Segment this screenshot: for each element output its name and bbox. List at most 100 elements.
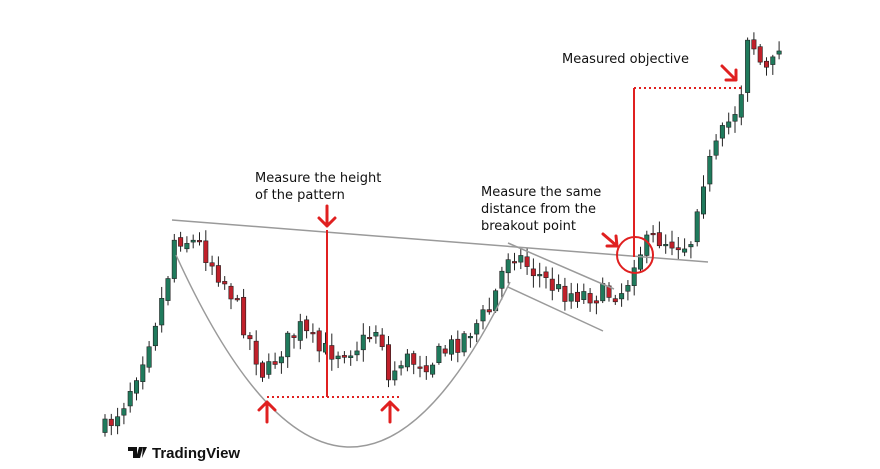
candles: [102, 32, 782, 437]
candle: [127, 391, 133, 407]
candle: [398, 365, 404, 369]
candle: [228, 285, 234, 300]
candle: [335, 355, 341, 360]
candle: [511, 261, 517, 264]
arrow: [720, 64, 738, 82]
candle: [682, 248, 688, 253]
candle: [707, 156, 713, 185]
candle: [505, 259, 511, 274]
candle: [165, 278, 171, 301]
candle: [102, 418, 108, 433]
candle: [675, 247, 681, 251]
candle: [644, 234, 650, 256]
candle: [190, 239, 196, 243]
candle: [669, 241, 675, 249]
annotation: of the pattern: [255, 188, 345, 203]
candle: [360, 334, 366, 351]
candle: [152, 325, 158, 347]
candle: [562, 285, 568, 302]
candle: [776, 50, 782, 55]
logo-text: TradingView: [152, 445, 240, 462]
candle: [285, 332, 291, 358]
logo-icon: [128, 447, 147, 458]
overlays: [171, 64, 742, 448]
candle: [209, 262, 215, 267]
candle: [253, 340, 259, 365]
candle: [184, 243, 190, 250]
candle: [600, 283, 606, 302]
candle: [732, 114, 738, 122]
candle: [304, 319, 310, 332]
candle: [341, 355, 347, 358]
candle: [197, 240, 203, 243]
candle: [423, 365, 429, 373]
candle: [637, 254, 643, 270]
candle: [354, 350, 360, 356]
candle: [247, 335, 253, 340]
annotation: breakout point: [481, 219, 576, 234]
candle: [234, 298, 240, 301]
annotation: Measure the height: [255, 171, 381, 186]
arrow: [257, 400, 277, 424]
candle: [404, 353, 410, 368]
candle: [480, 309, 486, 322]
candle: [556, 284, 562, 290]
candle: [134, 380, 140, 394]
cup-curve: [175, 254, 511, 448]
candle: [656, 232, 662, 247]
candle: [543, 271, 549, 278]
candle: [411, 353, 417, 365]
candle: [524, 256, 530, 267]
candle: [367, 337, 373, 340]
candle: [606, 285, 612, 298]
candle: [203, 240, 209, 263]
candle: [310, 332, 316, 335]
flag-line: [507, 286, 604, 332]
candle: [329, 345, 335, 360]
candle: [587, 293, 593, 304]
candle: [121, 408, 127, 416]
candle: [171, 239, 177, 279]
candle: [650, 233, 656, 236]
candle: [474, 323, 480, 335]
candle: [272, 361, 278, 365]
candle: [700, 186, 706, 215]
candle: [373, 331, 379, 337]
candle: [663, 244, 669, 247]
candle: [385, 344, 391, 381]
candle: [619, 293, 625, 300]
candle: [222, 281, 228, 285]
candle: [549, 278, 555, 291]
candle: [455, 338, 461, 353]
candle: [316, 330, 322, 352]
arrow: [317, 204, 337, 228]
candle: [738, 94, 744, 118]
candle: [436, 345, 442, 363]
candle: [291, 335, 297, 338]
candle: [392, 370, 398, 381]
candle: [297, 321, 303, 341]
arrow: [601, 232, 619, 248]
candle: [461, 333, 467, 353]
candle: [442, 348, 448, 354]
arrows: [257, 64, 738, 424]
candle: [530, 268, 536, 277]
candle: [631, 267, 637, 286]
candle: [348, 355, 354, 358]
candle: [726, 121, 732, 128]
candle: [763, 60, 769, 68]
candle: [215, 265, 221, 283]
candle: [159, 298, 165, 326]
candle: [108, 418, 114, 426]
candle: [770, 56, 776, 65]
candle: [241, 296, 247, 336]
candle: [694, 211, 700, 243]
candle: [259, 362, 265, 378]
candle: [757, 46, 763, 63]
arrow: [380, 400, 400, 424]
candle: [537, 274, 543, 277]
candle: [625, 285, 631, 292]
candle: [713, 140, 719, 156]
candle: [751, 39, 757, 50]
